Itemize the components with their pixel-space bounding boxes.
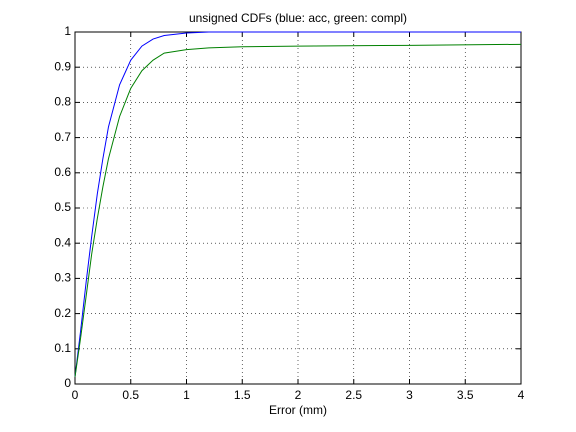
y-tick-label: 0.5 xyxy=(54,200,71,214)
y-tick-label: 0.7 xyxy=(54,130,71,144)
x-tick-label: 3 xyxy=(406,388,413,402)
x-tick-label: 2 xyxy=(295,388,302,402)
y-tick-label: 1 xyxy=(64,24,71,38)
x-tick-label: 1 xyxy=(183,388,190,402)
x-tick-label: 1.5 xyxy=(234,388,251,402)
y-tick-label: 0.3 xyxy=(54,271,71,285)
y-tick-label: 0 xyxy=(64,376,71,390)
y-tick-label: 0.1 xyxy=(54,341,71,355)
y-tick-label: 0.8 xyxy=(54,95,71,109)
x-tick-label: 0 xyxy=(72,388,79,402)
x-tick-label: 0.5 xyxy=(122,388,139,402)
x-axis-label: Error (mm) xyxy=(269,403,327,417)
data-line xyxy=(74,31,521,378)
x-tick-label: 2.5 xyxy=(345,388,362,402)
y-tick-label: 0.9 xyxy=(54,59,71,73)
x-tick-label: 3.5 xyxy=(457,388,474,402)
y-tick-label: 0.6 xyxy=(54,165,71,179)
chart-title: unsigned CDFs (blue: acc, green: compl) xyxy=(189,11,407,25)
y-tick-label: 0.4 xyxy=(54,235,71,249)
data-line xyxy=(74,43,522,378)
y-tick-label: 0.2 xyxy=(54,306,71,320)
x-tick-label: 4 xyxy=(518,388,525,402)
